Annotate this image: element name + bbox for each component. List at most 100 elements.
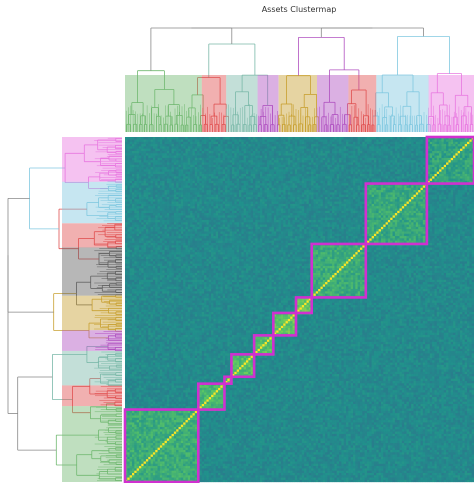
heatmap-cell xyxy=(306,459,308,461)
heatmap-cell xyxy=(174,454,176,456)
heatmap-cell xyxy=(323,427,325,429)
heatmap-cell xyxy=(300,450,302,452)
heatmap-cell xyxy=(374,461,376,463)
heatmap-cell xyxy=(325,438,327,440)
heatmap-cell xyxy=(365,441,367,443)
heatmap-cell xyxy=(409,425,411,427)
heatmap-cell xyxy=(327,471,329,473)
heatmap-cell xyxy=(404,466,406,468)
heatmap-cell xyxy=(339,422,341,424)
heatmap-cell xyxy=(427,459,429,461)
heatmap-cell xyxy=(455,457,457,459)
heatmap-cell xyxy=(160,434,162,436)
heatmap-cell xyxy=(439,454,441,456)
heatmap-cell xyxy=(146,436,148,438)
heatmap-cell xyxy=(351,480,353,482)
heatmap-cell xyxy=(248,443,250,445)
heatmap-cell xyxy=(162,425,164,427)
heatmap-cell xyxy=(367,425,369,427)
heatmap-cell xyxy=(423,480,425,482)
heatmap-cell xyxy=(290,443,292,445)
heatmap-cell xyxy=(153,454,155,456)
heatmap-cell xyxy=(351,438,353,440)
heatmap-cell xyxy=(388,431,390,433)
heatmap-cell xyxy=(241,452,243,454)
heatmap-cell xyxy=(404,434,406,436)
heatmap-cell xyxy=(251,427,253,429)
heatmap-cell xyxy=(444,480,446,482)
heatmap-cell xyxy=(313,466,315,468)
heatmap-cell xyxy=(346,454,348,456)
heatmap-cell xyxy=(162,457,164,459)
heatmap-cell xyxy=(330,459,332,461)
heatmap-cell xyxy=(339,452,341,454)
heatmap-cell xyxy=(211,454,213,456)
heatmap-cell xyxy=(172,441,174,443)
heatmap-cell xyxy=(255,422,257,424)
heatmap-cell xyxy=(276,436,278,438)
heatmap-cell xyxy=(148,436,150,438)
heatmap-cell xyxy=(162,429,164,431)
heatmap-cell xyxy=(455,450,457,452)
heatmap-cell xyxy=(388,475,390,477)
heatmap-cell xyxy=(223,429,225,431)
heatmap-cell xyxy=(469,438,471,440)
heatmap-cell xyxy=(258,434,260,436)
heatmap-cell xyxy=(223,468,225,470)
heatmap-cell xyxy=(369,441,371,443)
heatmap-cell xyxy=(320,457,322,459)
heatmap-cell xyxy=(311,454,313,456)
heatmap-cell xyxy=(269,438,271,440)
heatmap-cell xyxy=(218,454,220,456)
heatmap-cell xyxy=(386,429,388,431)
heatmap-cell xyxy=(174,436,176,438)
heatmap-cell xyxy=(295,452,297,454)
heatmap-cell xyxy=(276,429,278,431)
heatmap-cell xyxy=(416,422,418,424)
heatmap-cell xyxy=(127,438,129,440)
heatmap-cell xyxy=(220,471,222,473)
heatmap-cell xyxy=(425,427,427,429)
heatmap-cell xyxy=(216,445,218,447)
heatmap-cell xyxy=(192,473,194,475)
heatmap-cell xyxy=(137,431,139,433)
heatmap-cell xyxy=(332,459,334,461)
heatmap-cell xyxy=(167,477,169,479)
heatmap-cell xyxy=(409,450,411,452)
heatmap-cell xyxy=(255,427,257,429)
heatmap-cell xyxy=(262,429,264,431)
heatmap-cell xyxy=(220,445,222,447)
heatmap-cell xyxy=(160,438,162,440)
heatmap-cell xyxy=(332,480,334,482)
heatmap-cell xyxy=(239,480,241,482)
heatmap-cell xyxy=(448,468,450,470)
heatmap-cell xyxy=(155,420,157,422)
heatmap-cell xyxy=(137,422,139,424)
heatmap-cell xyxy=(158,450,160,452)
heatmap-cell xyxy=(400,438,402,440)
heatmap-cell xyxy=(220,468,222,470)
heatmap-cell xyxy=(272,477,274,479)
heatmap-cell xyxy=(139,445,141,447)
left-cluster-band xyxy=(62,330,122,351)
heatmap-cell xyxy=(262,450,264,452)
heatmap-cell xyxy=(300,468,302,470)
heatmap-cell xyxy=(183,445,185,447)
heatmap-cell xyxy=(132,431,134,433)
heatmap-cell xyxy=(246,448,248,450)
heatmap-cell xyxy=(288,480,290,482)
heatmap-cell xyxy=(344,475,346,477)
heatmap-cell xyxy=(130,427,132,429)
heatmap-cell xyxy=(253,441,255,443)
heatmap-cell xyxy=(455,468,457,470)
heatmap-cell xyxy=(262,431,264,433)
heatmap-cell xyxy=(320,450,322,452)
heatmap-cell xyxy=(458,443,460,445)
heatmap-cell xyxy=(353,457,355,459)
heatmap-cell xyxy=(430,438,432,440)
heatmap-cell xyxy=(437,459,439,461)
heatmap-cell xyxy=(446,471,448,473)
heatmap-cell xyxy=(206,420,208,422)
heatmap-cell xyxy=(234,454,236,456)
heatmap-cell xyxy=(218,477,220,479)
